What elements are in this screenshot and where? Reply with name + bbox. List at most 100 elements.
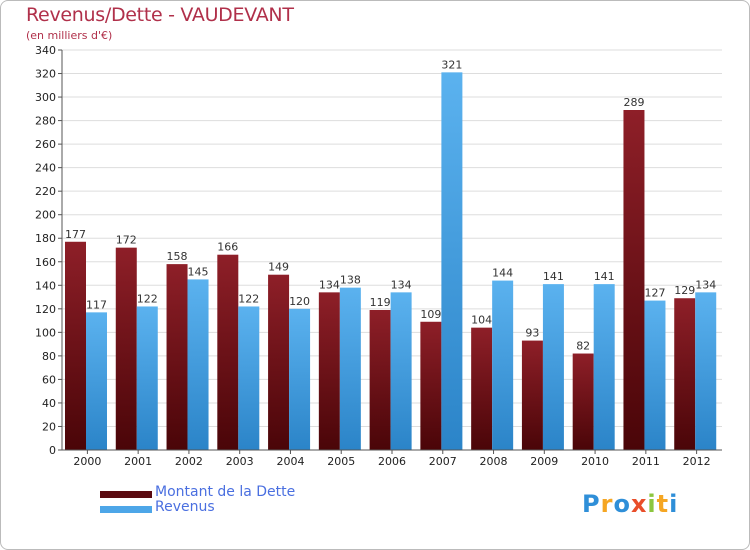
logo-letter: t bbox=[656, 490, 670, 518]
y-tick-label: 20 bbox=[42, 420, 56, 433]
value-label-dette-2008: 104 bbox=[471, 314, 492, 327]
chart-subtitle: (en milliers d'€) bbox=[26, 29, 113, 42]
x-tick-label: 2003 bbox=[226, 455, 254, 468]
y-tick-label: 100 bbox=[35, 326, 56, 339]
bar-dette-2006 bbox=[369, 310, 391, 450]
y-tick-label: 200 bbox=[35, 209, 56, 222]
bar-dette-2005 bbox=[318, 292, 340, 450]
y-tick-label: 240 bbox=[35, 162, 56, 175]
value-label-revenus-2006: 134 bbox=[391, 278, 412, 291]
x-tick-label: 2002 bbox=[175, 455, 203, 468]
value-label-revenus-2001: 122 bbox=[137, 292, 158, 305]
bar-revenus-2006 bbox=[390, 292, 412, 450]
logo-letter: x bbox=[630, 490, 648, 518]
x-axis-ticks: 2000 2001 2002 2003 2004 2005 2006 2007 2008 2009… bbox=[73, 450, 711, 468]
bar-dette-2009 bbox=[521, 340, 543, 450]
value-label-revenus-2007: 321 bbox=[441, 58, 462, 71]
y-axis-ticks: 0 20 40 60 80 100 120 140 160 180 200 220 240 260 280 3… bbox=[35, 44, 62, 457]
bar-dette-2001 bbox=[115, 247, 137, 450]
y-tick-label: 180 bbox=[35, 232, 56, 245]
value-label-revenus-2004: 120 bbox=[289, 295, 310, 308]
bar-revenus-2003 bbox=[238, 306, 260, 450]
bar-revenus-2010 bbox=[593, 284, 615, 450]
y-tick-label: 320 bbox=[35, 68, 56, 81]
value-label-dette-2001: 172 bbox=[116, 234, 137, 247]
logo-letter: o bbox=[613, 490, 631, 518]
x-tick-label: 2000 bbox=[73, 455, 101, 468]
logo-letter: i bbox=[647, 490, 657, 518]
y-tick-label: 140 bbox=[35, 279, 56, 292]
bar-revenus-2011 bbox=[644, 300, 666, 450]
x-tick-label: 2005 bbox=[327, 455, 355, 468]
y-tick-label: 260 bbox=[35, 138, 56, 151]
value-label-revenus-2010: 141 bbox=[594, 270, 615, 283]
bar-dette-2012 bbox=[674, 298, 696, 450]
legend-swatch-revenus bbox=[100, 506, 152, 513]
bar-revenus-2009 bbox=[542, 284, 564, 450]
bar-revenus-2008 bbox=[492, 280, 514, 450]
bar-revenus-2001 bbox=[136, 306, 158, 450]
bar-dette-2004 bbox=[268, 274, 290, 450]
bar-dette-2011 bbox=[623, 110, 645, 450]
x-tick-label: 2012 bbox=[683, 455, 711, 468]
y-tick-label: 80 bbox=[42, 350, 56, 363]
y-tick-label: 0 bbox=[49, 444, 56, 457]
value-label-dette-2007: 109 bbox=[420, 308, 441, 321]
bar-revenus-2005 bbox=[339, 287, 361, 450]
value-label-dette-2011: 289 bbox=[623, 96, 644, 109]
bar-dette-2008 bbox=[471, 327, 493, 450]
value-label-dette-2004: 149 bbox=[268, 261, 289, 274]
value-label-dette-2009: 93 bbox=[525, 327, 539, 340]
value-label-revenus-2000: 117 bbox=[86, 298, 107, 311]
x-tick-label: 2004 bbox=[276, 455, 304, 468]
value-label-dette-2006: 119 bbox=[370, 296, 391, 309]
bar-revenus-2000 bbox=[86, 312, 107, 450]
value-label-revenus-2003: 122 bbox=[238, 292, 259, 305]
y-tick-label: 160 bbox=[35, 256, 56, 269]
x-tick-label: 2008 bbox=[480, 455, 508, 468]
value-label-dette-2012: 129 bbox=[674, 284, 695, 297]
bars bbox=[65, 72, 717, 451]
value-label-dette-2010: 82 bbox=[576, 340, 590, 353]
logo-letter: r bbox=[600, 490, 614, 518]
chart-title: Revenus/Dette - VAUDEVANT bbox=[26, 4, 294, 26]
value-label-dette-2003: 166 bbox=[217, 241, 238, 254]
y-tick-label: 340 bbox=[35, 44, 56, 57]
value-label-revenus-2009: 141 bbox=[543, 270, 564, 283]
bar-dette-2007 bbox=[420, 321, 442, 450]
y-tick-label: 220 bbox=[35, 185, 56, 198]
value-label-dette-2005: 134 bbox=[319, 278, 340, 291]
legend-label-dette: Montant de la Dette bbox=[155, 484, 296, 500]
legend-swatch-dette bbox=[100, 491, 152, 498]
x-tick-label: 2010 bbox=[581, 455, 609, 468]
value-label-revenus-2012: 134 bbox=[695, 278, 716, 291]
y-tick-label: 300 bbox=[35, 91, 56, 104]
value-label-dette-2002: 158 bbox=[167, 250, 188, 263]
bar-dette-2000 bbox=[65, 241, 86, 450]
value-label-revenus-2005: 138 bbox=[340, 274, 361, 287]
x-tick-label: 2006 bbox=[378, 455, 406, 468]
x-tick-label: 2001 bbox=[124, 455, 152, 468]
x-tick-label: 2007 bbox=[429, 455, 457, 468]
legend-label-revenus: Revenus bbox=[155, 499, 215, 515]
x-tick-label: 2009 bbox=[530, 455, 558, 468]
y-tick-label: 120 bbox=[35, 303, 56, 316]
value-label-revenus-2011: 127 bbox=[644, 287, 665, 300]
bar-revenus-2004 bbox=[289, 308, 311, 450]
value-label-dette-2000: 177 bbox=[65, 228, 86, 241]
bar-dette-2002 bbox=[166, 264, 188, 450]
bar-dette-2003 bbox=[217, 254, 239, 450]
proxiti-logo: Proxiti bbox=[582, 490, 678, 518]
y-tick-label: 280 bbox=[35, 115, 56, 128]
bar-revenus-2002 bbox=[187, 279, 209, 450]
y-tick-label: 60 bbox=[42, 373, 56, 386]
logo-letter: P bbox=[582, 490, 601, 518]
y-tick-label: 40 bbox=[42, 397, 56, 410]
value-label-revenus-2008: 144 bbox=[492, 267, 513, 280]
logo-letter: i bbox=[669, 490, 679, 518]
bar-revenus-2012 bbox=[695, 292, 717, 450]
bar-revenus-2007 bbox=[441, 72, 463, 451]
x-tick-label: 2011 bbox=[632, 455, 660, 468]
